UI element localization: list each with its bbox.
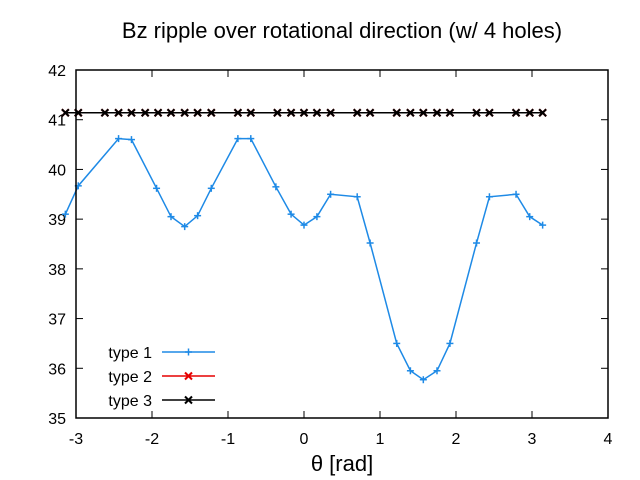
legend-marker bbox=[184, 371, 193, 381]
data-point bbox=[352, 108, 362, 117]
data-point bbox=[286, 108, 296, 117]
data-point bbox=[433, 367, 441, 375]
legend-item: type 2 bbox=[108, 369, 215, 386]
data-point bbox=[526, 213, 534, 221]
data-point bbox=[445, 108, 455, 117]
series-layer bbox=[61, 108, 547, 384]
data-point bbox=[207, 108, 216, 117]
data-point bbox=[299, 108, 309, 117]
data-point bbox=[194, 212, 202, 220]
data-point bbox=[473, 239, 481, 247]
x-tick-label: -2 bbox=[145, 431, 159, 448]
data-point bbox=[287, 210, 295, 218]
data-point bbox=[127, 108, 136, 117]
data-point bbox=[406, 108, 415, 117]
data-point bbox=[485, 108, 494, 117]
x-axis-title: θ [rad] bbox=[311, 451, 373, 476]
data-point bbox=[115, 135, 123, 143]
x-axis-ticks: -3 -2 -1 0 1 2 3 4 bbox=[69, 70, 613, 448]
x-tick-label: -3 bbox=[69, 431, 83, 448]
data-point bbox=[392, 108, 401, 117]
data-point bbox=[353, 193, 361, 201]
chart-title: Bz ripple over rotational direction (w/ … bbox=[122, 18, 562, 43]
data-point bbox=[485, 193, 493, 201]
data-point bbox=[127, 136, 135, 144]
x-tick-label: 1 bbox=[376, 431, 385, 448]
data-point bbox=[525, 108, 534, 117]
series-3 bbox=[61, 108, 547, 117]
data-point bbox=[247, 135, 255, 143]
data-point bbox=[272, 183, 280, 191]
data-point bbox=[153, 184, 161, 192]
data-point bbox=[180, 108, 189, 117]
x-tick-label: 4 bbox=[604, 431, 613, 448]
data-point bbox=[234, 135, 242, 143]
data-point bbox=[233, 108, 243, 117]
legend-item: type 3 bbox=[108, 393, 215, 410]
data-point bbox=[114, 108, 123, 117]
legend-item: type 1 bbox=[108, 345, 215, 362]
x-tick-label: 3 bbox=[528, 431, 537, 448]
data-point bbox=[153, 108, 163, 117]
y-tick-label: 40 bbox=[48, 162, 66, 179]
data-point bbox=[366, 239, 374, 247]
y-tick-label: 38 bbox=[48, 262, 66, 279]
data-point bbox=[312, 108, 322, 117]
data-point bbox=[273, 108, 282, 117]
data-point bbox=[181, 223, 189, 231]
data-point bbox=[406, 367, 414, 375]
data-point bbox=[512, 190, 520, 198]
x-tick-label: 0 bbox=[300, 431, 309, 448]
data-point bbox=[326, 108, 335, 117]
data-point bbox=[511, 108, 521, 117]
legend-label: type 3 bbox=[108, 393, 152, 410]
series-1 bbox=[61, 135, 547, 384]
legend: type 1 type 2 type 3 bbox=[108, 345, 215, 410]
legend-label: type 1 bbox=[108, 345, 152, 362]
x-tick-label: 2 bbox=[452, 431, 461, 448]
data-point bbox=[166, 108, 176, 117]
y-tick-label: 35 bbox=[48, 411, 66, 428]
data-point bbox=[167, 213, 175, 221]
data-point bbox=[246, 108, 256, 117]
y-tick-label: 37 bbox=[48, 312, 66, 329]
y-axis-ticks: 35 36 37 38 39 40 41 42 bbox=[48, 63, 608, 428]
y-tick-label: 39 bbox=[48, 212, 66, 229]
data-point bbox=[539, 221, 547, 229]
plot-frame bbox=[75, 69, 609, 419]
data-point bbox=[393, 339, 401, 347]
data-point bbox=[207, 184, 215, 192]
data-point bbox=[472, 108, 481, 117]
y-tick-label: 36 bbox=[48, 361, 66, 378]
data-point bbox=[193, 108, 202, 117]
data-point bbox=[446, 339, 454, 347]
y-tick-label: 42 bbox=[48, 63, 66, 80]
legend-marker bbox=[184, 395, 193, 405]
data-point bbox=[100, 108, 110, 117]
legend-marker bbox=[185, 348, 192, 356]
data-point bbox=[365, 108, 375, 117]
data-point bbox=[327, 190, 335, 198]
data-point bbox=[300, 221, 308, 229]
data-point bbox=[432, 108, 442, 117]
data-point bbox=[538, 108, 547, 117]
data-point bbox=[61, 108, 70, 117]
data-point bbox=[313, 213, 321, 221]
data-point bbox=[419, 108, 428, 117]
data-point bbox=[61, 210, 69, 218]
data-point bbox=[419, 376, 427, 384]
legend-label: type 2 bbox=[108, 369, 152, 386]
x-tick-label: -1 bbox=[221, 431, 235, 448]
y-tick-label: 41 bbox=[48, 113, 66, 130]
data-point bbox=[140, 108, 150, 117]
series-line bbox=[64, 137, 544, 381]
